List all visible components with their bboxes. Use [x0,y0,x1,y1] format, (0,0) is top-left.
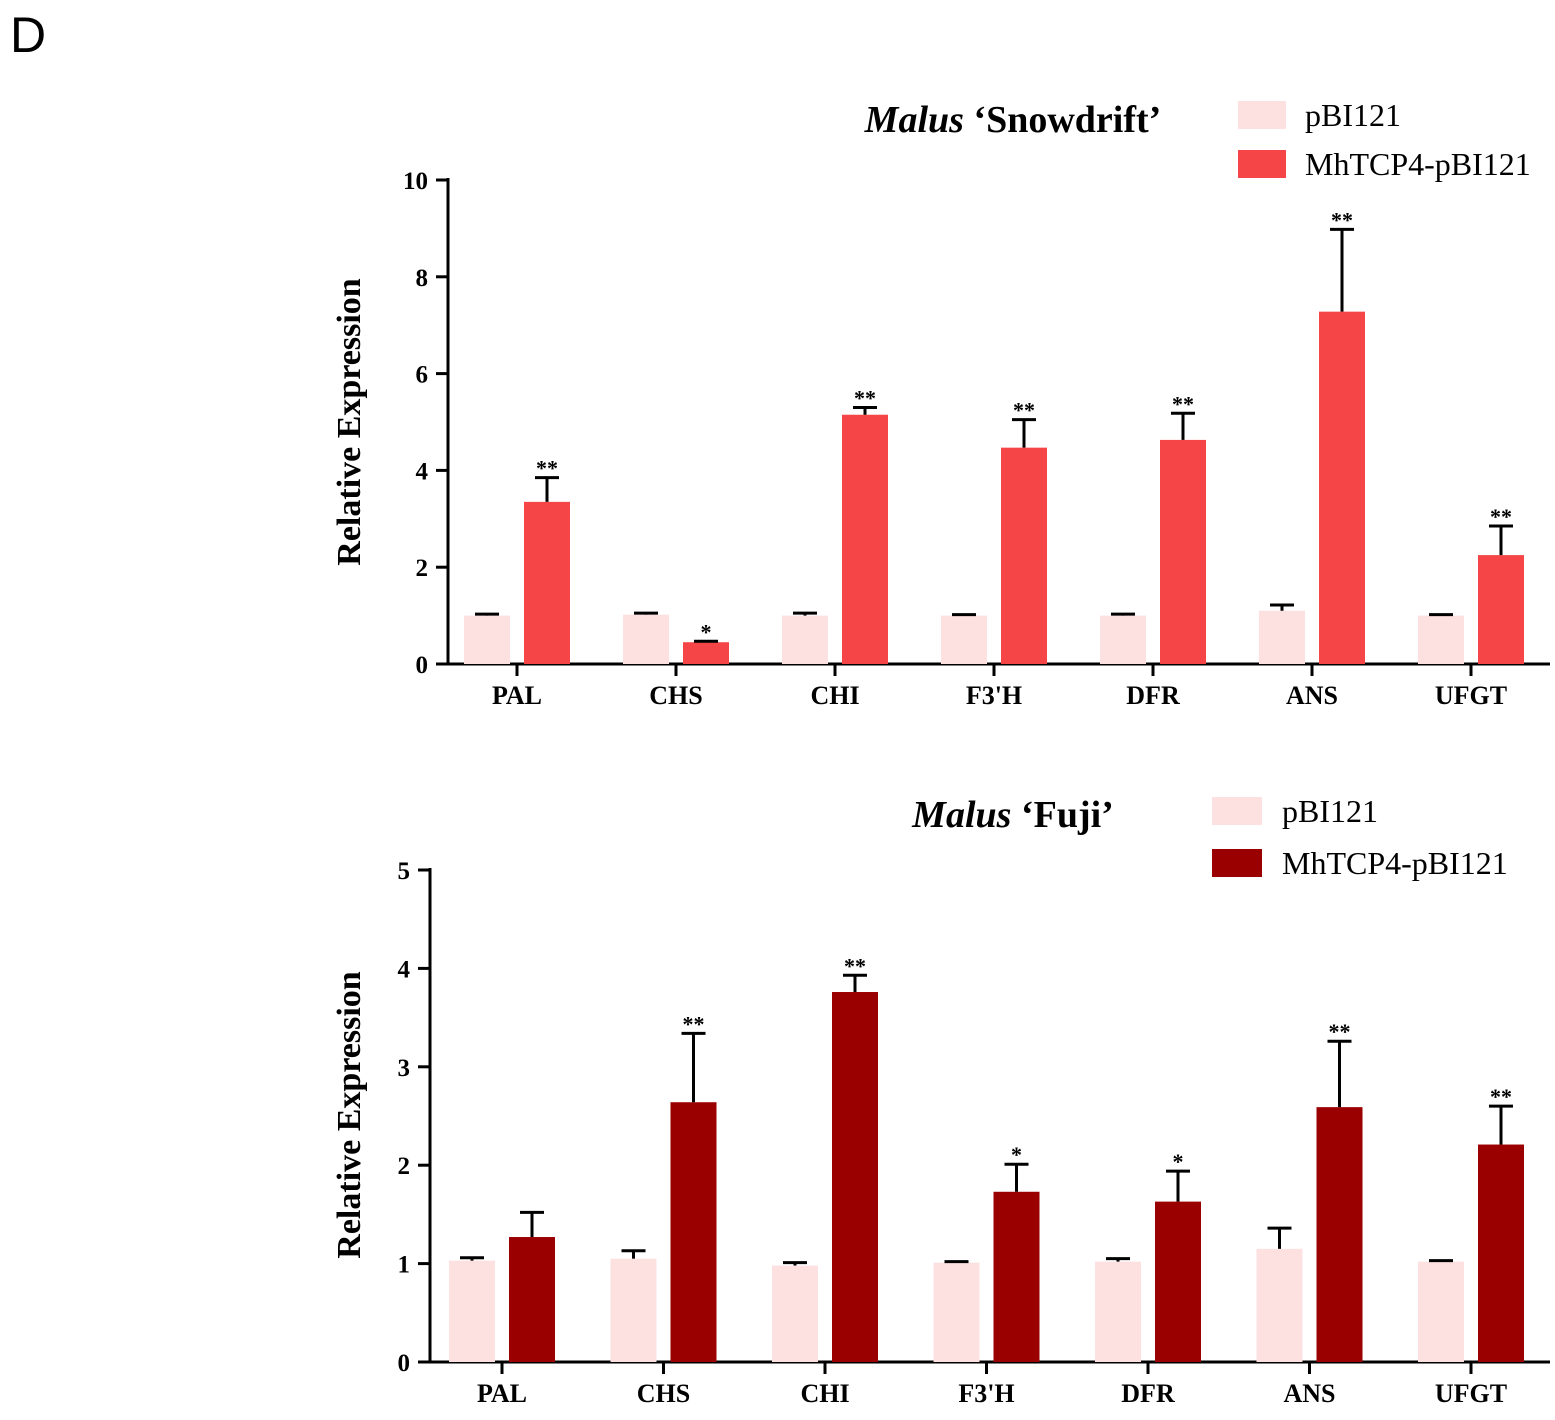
significance-mark: ** [854,385,876,410]
y-axis-label: Relative Expression [331,278,368,566]
legend-label-2: MhTCP4-pBI121 [1282,845,1508,881]
legend-label-2: MhTCP4-pBI121 [1305,146,1531,182]
bar-control [941,615,987,664]
x-tick-label: DFR [1121,1379,1175,1408]
bar-control [1256,1248,1303,1362]
bar-control [772,1265,818,1362]
chart-title-italic: Malus [911,794,1011,836]
bar-control [1259,610,1305,664]
chart-title: Malus ‘Fuji’ [911,794,1114,836]
y-tick-label: 2 [398,1153,411,1180]
bar-treatment [670,1102,717,1362]
y-tick-label: 10 [403,168,428,195]
bar-control [623,614,669,664]
y-tick-label: 0 [416,652,429,679]
bar-control [449,1260,495,1362]
legend-label-1: pBI121 [1305,97,1401,133]
significance-mark: ** [536,456,558,481]
legend-label-1: pBI121 [1282,793,1378,829]
bar-treatment [1478,555,1524,664]
bar-control [1418,1261,1464,1362]
significance-mark: * [701,619,712,644]
y-axis-label: Relative Expression [331,971,368,1259]
bar-treatment [1478,1144,1524,1362]
significance-mark: ** [1490,1084,1512,1109]
bar-control [464,615,510,664]
bar-treatment [1316,1107,1363,1362]
y-tick-label: 6 [416,362,429,389]
bar-treatment [509,1237,555,1362]
bar-control [1100,615,1146,664]
x-tick-label: F3'H [958,1379,1014,1408]
legend-swatch-1 [1212,797,1262,825]
x-tick-label: UFGT [1435,681,1507,710]
bar-treatment [683,642,729,664]
bar-treatment [1155,1201,1201,1362]
significance-mark: ** [844,953,866,978]
x-tick-label: DFR [1126,681,1180,710]
x-tick-label: ANS [1286,681,1338,710]
significance-mark: ** [1172,391,1194,416]
y-tick-label: 1 [398,1252,411,1279]
chart-1: Malus ‘Snowdrift’ pBI121 MhTCP4-pBI121 Rela… [331,97,1550,710]
bar-treatment [524,501,570,664]
y-tick-label: 0 [398,1350,411,1377]
chart-title-rest: ‘Snowdrift’ [964,99,1161,141]
bar-treatment [832,992,878,1362]
chart-title: Malus ‘Snowdrift’ [864,99,1162,141]
significance-mark: ** [1329,1019,1351,1044]
bar-control [610,1258,657,1362]
significance-mark: ** [1013,398,1035,423]
x-tick-label: CHS [649,681,702,710]
significance-mark: ** [1331,207,1353,232]
x-tick-label: PAL [477,1379,527,1408]
x-tick-label: F3'H [966,681,1022,710]
bar-control [1418,615,1464,664]
bar-treatment [993,1191,1040,1362]
bar-control [933,1262,980,1362]
bar-treatment [1319,311,1365,664]
chart-title-italic: Malus [864,99,964,141]
legend-swatch-1 [1238,101,1286,129]
y-tick-label: 4 [416,458,429,485]
bar-control [782,615,828,664]
y-tick-label: 4 [398,956,411,983]
significance-mark: * [1011,1142,1022,1167]
y-tick-label: 8 [416,265,429,292]
y-tick-label: 2 [416,555,429,582]
bar-control [1095,1261,1141,1362]
x-tick-label: ANS [1283,1379,1335,1408]
significance-mark: ** [683,1011,705,1036]
x-tick-label: PAL [492,681,542,710]
y-tick-label: 3 [398,1055,411,1082]
x-tick-label: UFGT [1435,1379,1507,1408]
y-tick-label: 5 [398,858,411,885]
legend-swatch-2 [1212,849,1262,877]
chart-2: Malus ‘Fuji’ pBI121 MhTCP4-pBI121 Relative … [331,793,1550,1408]
bar-treatment [842,414,888,664]
significance-mark: * [1173,1149,1184,1174]
significance-mark: ** [1490,504,1512,529]
x-tick-label: CHI [810,681,859,710]
bar-treatment [1160,439,1206,664]
x-tick-label: CHI [800,1379,849,1408]
panel-label: D [10,7,47,63]
bar-treatment [1001,447,1047,664]
x-tick-label: CHS [637,1379,690,1408]
chart-title-rest: ‘Fuji’ [1011,794,1113,836]
legend-swatch-2 [1238,150,1286,178]
